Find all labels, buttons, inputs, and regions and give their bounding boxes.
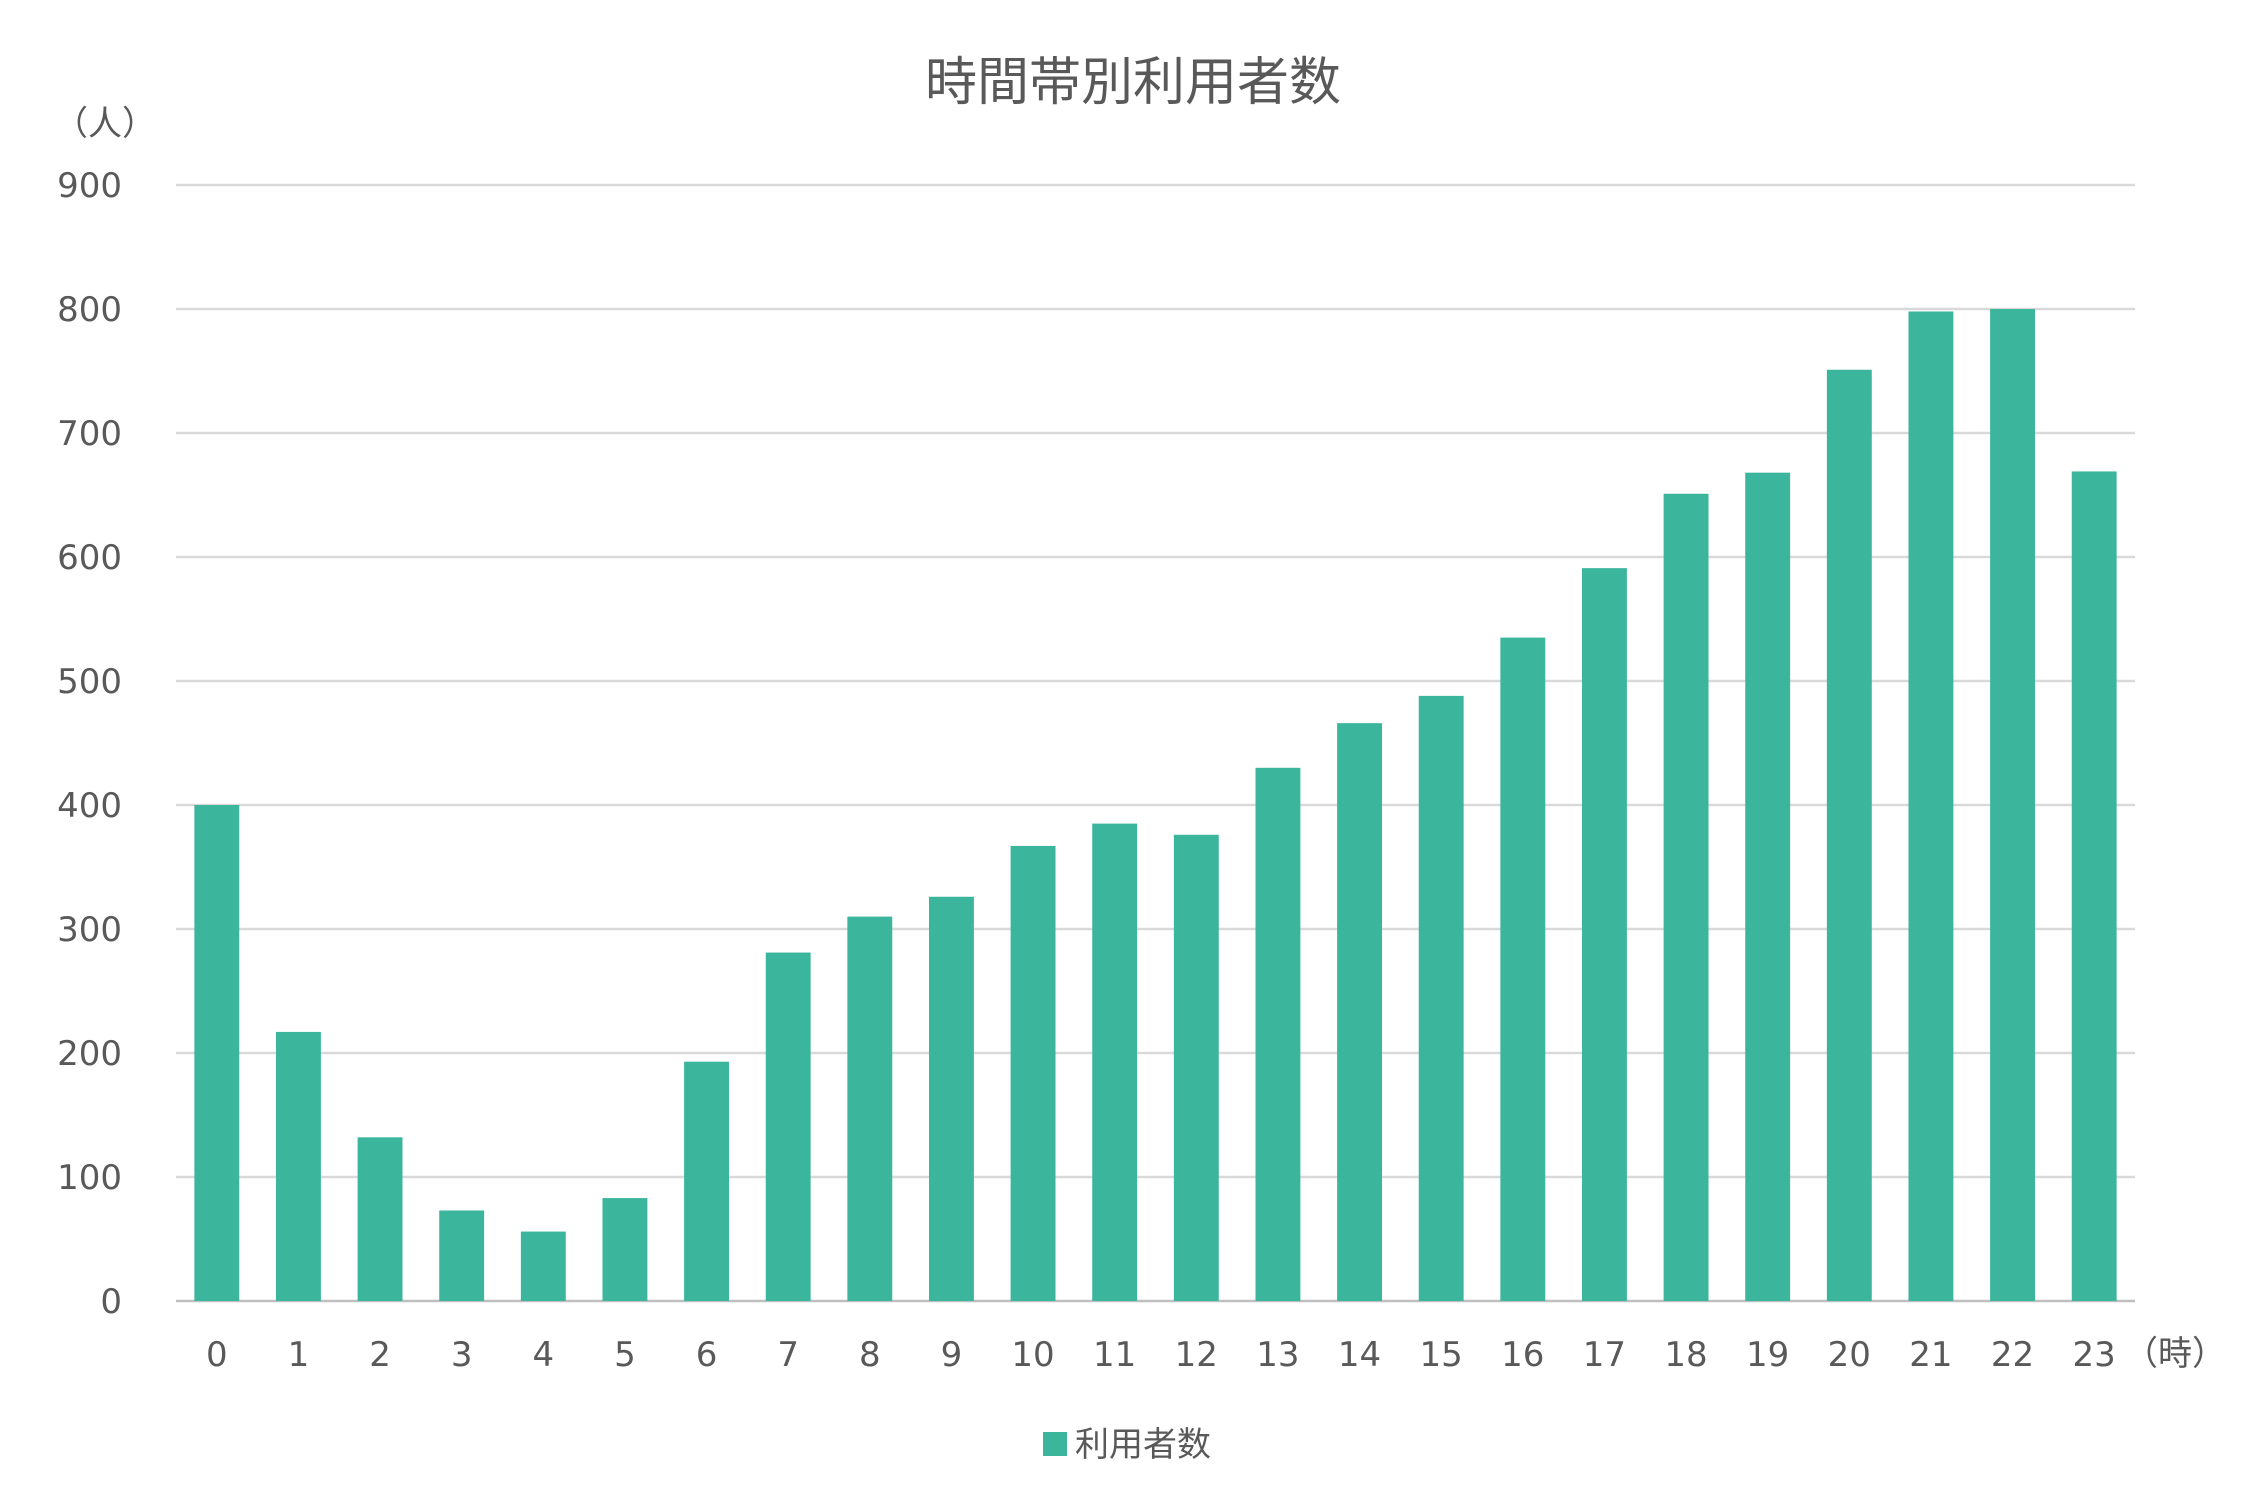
y-tick-label: 500 (57, 662, 122, 702)
bar-7 (765, 952, 811, 1301)
x-axis-ticks: 0 1 2 3 4 5 6 7 8 9 10 11 12 13 14 15 16 17 18 19 20 21 22 23 (206, 1335, 2116, 1375)
x-axis-unit-label: （時） (2124, 1334, 2226, 1374)
y-tick-label: 100 (57, 1158, 122, 1198)
bar-0 (194, 805, 240, 1301)
bar-9 (928, 896, 974, 1301)
x-tick-label: 15 (1420, 1335, 1463, 1375)
gridlines (176, 183, 2135, 1303)
x-tick-label: 11 (1093, 1335, 1136, 1375)
x-tick-label: 23 (2073, 1335, 2116, 1375)
bar-19 (1745, 472, 1791, 1301)
bar-10 (1010, 845, 1056, 1301)
bar-6 (684, 1061, 730, 1301)
x-tick-label: 16 (1501, 1335, 1544, 1375)
bar-3 (439, 1210, 485, 1301)
y-tick-label: 600 (57, 538, 122, 578)
bar-2 (357, 1137, 403, 1301)
bar-17 (1581, 568, 1627, 1301)
x-tick-label: 20 (1828, 1335, 1871, 1375)
x-tick-label: 3 (451, 1335, 473, 1375)
x-tick-label: 14 (1338, 1335, 1381, 1375)
bar-8 (847, 916, 893, 1301)
y-tick-label: 900 (57, 166, 122, 206)
x-tick-label: 9 (941, 1335, 963, 1375)
x-tick-label: 8 (859, 1335, 881, 1375)
bars (194, 309, 2117, 1302)
x-tick-label: 18 (1664, 1335, 1707, 1375)
bar-13 (1255, 767, 1301, 1301)
bar-22 (1990, 309, 2036, 1301)
bar-15 (1418, 695, 1464, 1301)
bar-16 (1500, 637, 1546, 1301)
bar-21 (1908, 311, 1954, 1302)
y-tick-label: 300 (57, 910, 122, 950)
x-tick-label: 7 (777, 1335, 799, 1375)
x-tick-label: 17 (1583, 1335, 1626, 1375)
x-tick-label: 4 (532, 1335, 554, 1375)
bar-14 (1337, 723, 1383, 1301)
y-tick-label: 400 (57, 786, 122, 826)
x-tick-label: 10 (1011, 1335, 1054, 1375)
bar-5 (602, 1198, 648, 1301)
x-tick-label: 5 (614, 1335, 636, 1375)
x-tick-label: 19 (1746, 1335, 1789, 1375)
legend-label: 利用者数 (1075, 1425, 1211, 1465)
bar-20 (1826, 369, 1872, 1301)
bar-4 (520, 1231, 566, 1301)
y-tick-label: 200 (57, 1034, 122, 1074)
bar-1 (275, 1031, 321, 1301)
x-tick-label: 22 (1991, 1335, 2034, 1375)
x-tick-label: 0 (206, 1335, 228, 1375)
bar-11 (1092, 823, 1138, 1301)
y-axis-unit-label: （人） (54, 104, 156, 144)
x-tick-label: 12 (1175, 1335, 1218, 1375)
x-tick-label: 6 (696, 1335, 718, 1375)
x-tick-label: 13 (1256, 1335, 1299, 1375)
bar-23 (2071, 471, 2117, 1301)
y-tick-label: 800 (57, 290, 122, 330)
y-tick-label: 0 (100, 1282, 122, 1322)
x-tick-label: 1 (288, 1335, 310, 1375)
x-tick-label: 2 (369, 1335, 391, 1375)
legend-swatch (1043, 1432, 1067, 1456)
x-tick-label: 21 (1909, 1335, 1952, 1375)
legend: 利用者数 (1043, 1425, 1211, 1465)
y-tick-label: 700 (57, 414, 122, 454)
y-axis-ticks: 0 100 200 300 400 500 600 700 800 900 (57, 166, 122, 1322)
bar-12 (1173, 834, 1219, 1301)
chart-title: 時間帯別利用者数 (925, 53, 1341, 113)
bar-18 (1663, 493, 1709, 1301)
